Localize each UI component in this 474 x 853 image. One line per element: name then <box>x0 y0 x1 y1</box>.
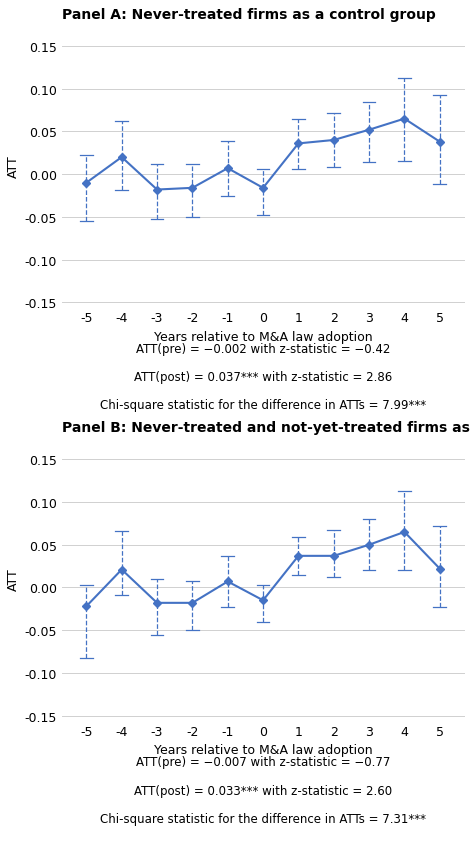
Text: Panel B: Never-treated and not-yet-treated firms as a control group: Panel B: Never-treated and not-yet-treat… <box>62 421 474 434</box>
Text: Chi-square statistic for the difference in ATTs = 7.31***: Chi-square statistic for the difference … <box>100 812 426 825</box>
Text: Panel A: Never-treated firms as a control group: Panel A: Never-treated firms as a contro… <box>62 8 436 21</box>
Text: ATT(pre) = −0.002 with z-statistic = −0.42: ATT(pre) = −0.002 with z-statistic = −0.… <box>136 343 390 356</box>
X-axis label: Years relative to M&A law adoption: Years relative to M&A law adoption <box>154 331 373 344</box>
Text: ATT(pre) = −0.007 with z-statistic = −0.77: ATT(pre) = −0.007 with z-statistic = −0.… <box>136 756 390 769</box>
X-axis label: Years relative to M&A law adoption: Years relative to M&A law adoption <box>154 744 373 757</box>
Y-axis label: ATT: ATT <box>7 155 20 177</box>
Text: Chi-square statistic for the difference in ATTs = 7.99***: Chi-square statistic for the difference … <box>100 399 426 412</box>
Text: ATT(post) = 0.033*** with z-statistic = 2.60: ATT(post) = 0.033*** with z-statistic = … <box>134 784 392 797</box>
Y-axis label: ATT: ATT <box>7 568 20 590</box>
Text: ATT(post) = 0.037*** with z-statistic = 2.86: ATT(post) = 0.037*** with z-statistic = … <box>134 371 392 384</box>
